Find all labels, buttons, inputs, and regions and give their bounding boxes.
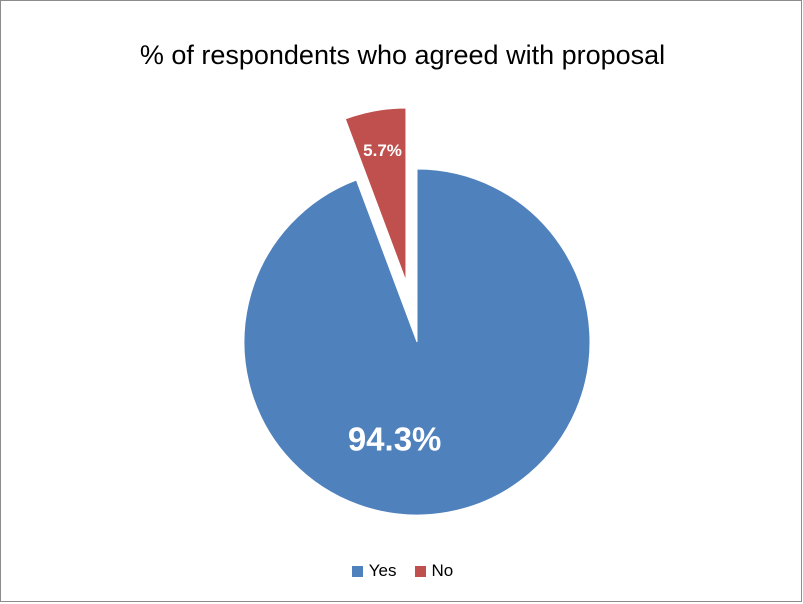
- chart-title: % of respondents who agreed with proposa…: [139, 40, 666, 70]
- legend-entry-yes: Yes: [351, 561, 397, 581]
- pie-slice-no: [344, 107, 407, 282]
- legend: Yes No: [1, 561, 803, 581]
- data-label-no: 5.7%: [363, 141, 402, 160]
- legend-entry-no: No: [414, 561, 454, 581]
- pie-slice-yes: [243, 168, 591, 516]
- legend-swatch-no: [414, 565, 426, 577]
- legend-swatch-yes: [351, 565, 363, 577]
- legend-label-no: No: [431, 561, 454, 580]
- legend-label-yes: Yes: [368, 561, 397, 580]
- data-label-yes: 94.3%: [348, 420, 442, 457]
